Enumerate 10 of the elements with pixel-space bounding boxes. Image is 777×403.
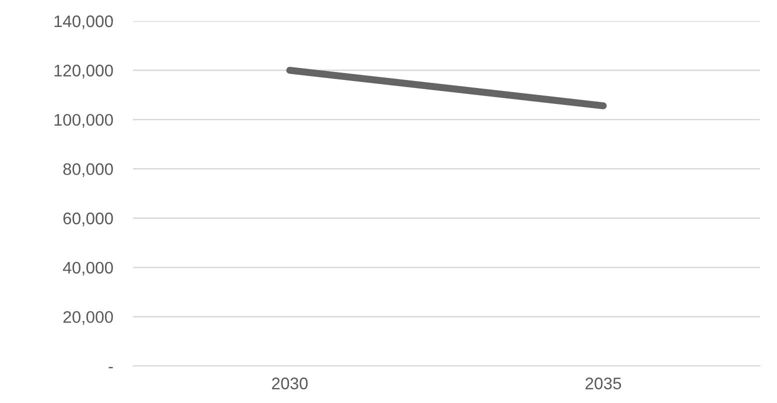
y-tick-label: 80,000 [63,163,113,178]
y-tick-label: 20,000 [63,311,113,325]
x-tick-label: 2030 [272,378,308,390]
y-tick-label: 60,000 [63,212,113,226]
x-tick-label: 2035 [586,378,622,390]
y-tick-label: 40,000 [62,262,113,276]
y-tick-label: 100,000 [54,114,113,128]
y-tick-label: 140,000 [54,15,113,30]
y-tick-label: - [108,366,113,368]
y-tick-label: 120,000 [54,64,113,78]
